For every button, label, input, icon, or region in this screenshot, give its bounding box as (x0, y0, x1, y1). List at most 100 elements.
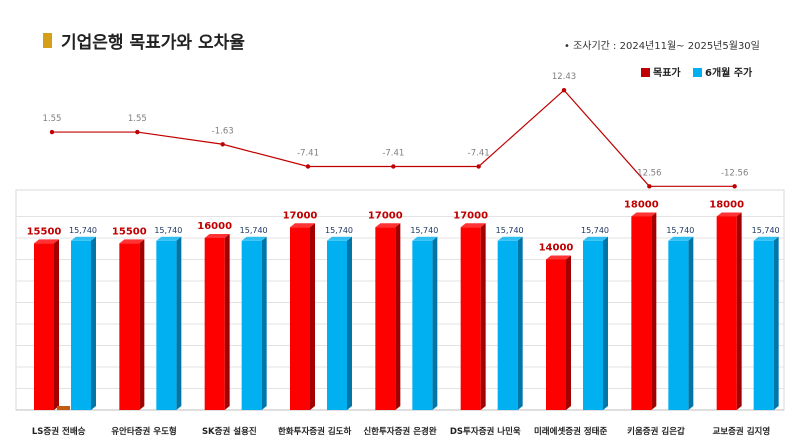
target-bar-side (651, 212, 657, 410)
price-bar-label: 15,740 (581, 226, 609, 235)
error-rate-point (135, 129, 140, 135)
target-bar-front (460, 227, 481, 410)
error-rate-point (49, 129, 55, 135)
price-bar (497, 236, 523, 410)
price-bar-front (668, 240, 689, 410)
target-bar-top (119, 239, 145, 244)
price-bar-label: 15,740 (496, 226, 524, 235)
target-bar-top (34, 239, 59, 244)
price-bar-front (71, 240, 91, 410)
x-tick-label: 키움증권 김은갑 (627, 426, 685, 437)
price-bar (71, 236, 96, 410)
x-tick-label: 신한투자증권 은경완 (363, 426, 437, 437)
target-bar-label: 15500 (27, 226, 62, 237)
price-bar-top (412, 236, 438, 241)
price-bar-top (327, 236, 352, 241)
error-rate-point (561, 87, 567, 93)
target-bar-label: 14000 (539, 243, 574, 254)
target-bar-front (716, 216, 737, 410)
target-bar-label: 18000 (709, 200, 744, 211)
target-bar-label: 16000 (197, 221, 232, 232)
title-marker (43, 33, 52, 48)
price-bar-front (497, 240, 518, 410)
error-rate-label: -7.41 (297, 149, 319, 159)
target-bar-label: 18000 (624, 200, 659, 211)
target-bar-front (631, 216, 652, 410)
error-rate-line (52, 89, 735, 187)
price-bar-label: 15,740 (154, 226, 182, 235)
price-bar-front (327, 240, 347, 410)
page-title: 기업은행 목표가와 오차율 (61, 33, 245, 53)
error-rate-label: 12.56 (637, 168, 661, 178)
price-bar-top (497, 236, 523, 241)
price-bar-top (241, 236, 267, 241)
price-bar-front (583, 240, 603, 410)
target-bar-top (716, 212, 742, 217)
target-bar-side (139, 239, 145, 410)
legend-price-swatch (693, 68, 702, 77)
price-bar-top (583, 236, 608, 241)
price-bar-front (412, 240, 433, 410)
target-bar-side (224, 234, 230, 410)
price-bar-label: 15,740 (240, 226, 268, 235)
target-bar-top (631, 212, 657, 217)
x-tick-label: 미래에셋증권 정태준 (534, 426, 608, 437)
target-bar (546, 255, 571, 410)
price-bar (753, 236, 779, 410)
price-bar (327, 236, 352, 410)
price-bar-top (71, 236, 96, 241)
target-bar-front (119, 243, 140, 410)
price-bar (668, 236, 694, 410)
x-tick-label: LS증권 전배승 (32, 426, 86, 437)
target-bar-top (375, 223, 401, 228)
target-bar-label: 17000 (453, 210, 488, 221)
target-bar-side (310, 223, 315, 410)
target-bar (460, 223, 486, 410)
price-bar-front (241, 240, 262, 410)
legend-price: 6개월 주가 (693, 64, 752, 79)
target-bar (204, 234, 230, 410)
price-bar-side (261, 236, 267, 410)
price-bar-side (176, 236, 182, 410)
error-rate-point (220, 142, 225, 147)
error-rate-label: -7.41 (468, 149, 490, 159)
legend-target: 목표가 (641, 64, 681, 79)
price-bar (156, 236, 182, 410)
price-bar (412, 236, 438, 410)
legend-price-label: 6개월 주가 (705, 68, 753, 79)
price-bar-side (432, 236, 438, 410)
target-bar-label: 17000 (283, 210, 318, 221)
error-rate-label: -7.41 (382, 149, 404, 159)
legend-target-label: 목표가 (653, 68, 681, 79)
price-bar-label: 15,740 (666, 226, 694, 235)
error-rate-label: -12.56 (721, 168, 748, 178)
x-tick-label: 한화투자증권 김도하 (278, 426, 352, 437)
price-bar-side (91, 236, 96, 410)
price-bar-front (753, 240, 774, 410)
target-bar-front (546, 259, 566, 410)
target-bar-side (480, 223, 486, 410)
target-bar (375, 223, 401, 410)
price-bar-top (753, 236, 779, 241)
target-bar-side (736, 212, 742, 410)
target-bar-label: 17000 (368, 210, 403, 221)
price-bar-label: 15,740 (69, 226, 97, 235)
x-tick-label: 교보증권 김지영 (712, 426, 770, 437)
price-bar (241, 236, 267, 410)
price-bar-label: 15,740 (410, 226, 438, 235)
target-bar-front (375, 227, 396, 410)
price-bar-label: 15,740 (325, 226, 353, 235)
target-bar (716, 212, 742, 410)
target-bar-side (54, 239, 59, 410)
x-tick-label: 유안타증권 우도형 (111, 426, 177, 437)
target-bar-side (395, 223, 401, 410)
error-rate-point (647, 184, 652, 189)
target-bar-label: 15500 (112, 226, 147, 237)
error-rate-point (476, 164, 481, 169)
target-bar-top (546, 255, 571, 260)
price-bar-side (347, 236, 352, 410)
error-rate-label: 12.43 (552, 72, 576, 82)
survey-period: • 조사기간 : 2024년11월~ 2025년5월30일 (564, 41, 760, 52)
target-bar-side (566, 255, 571, 410)
